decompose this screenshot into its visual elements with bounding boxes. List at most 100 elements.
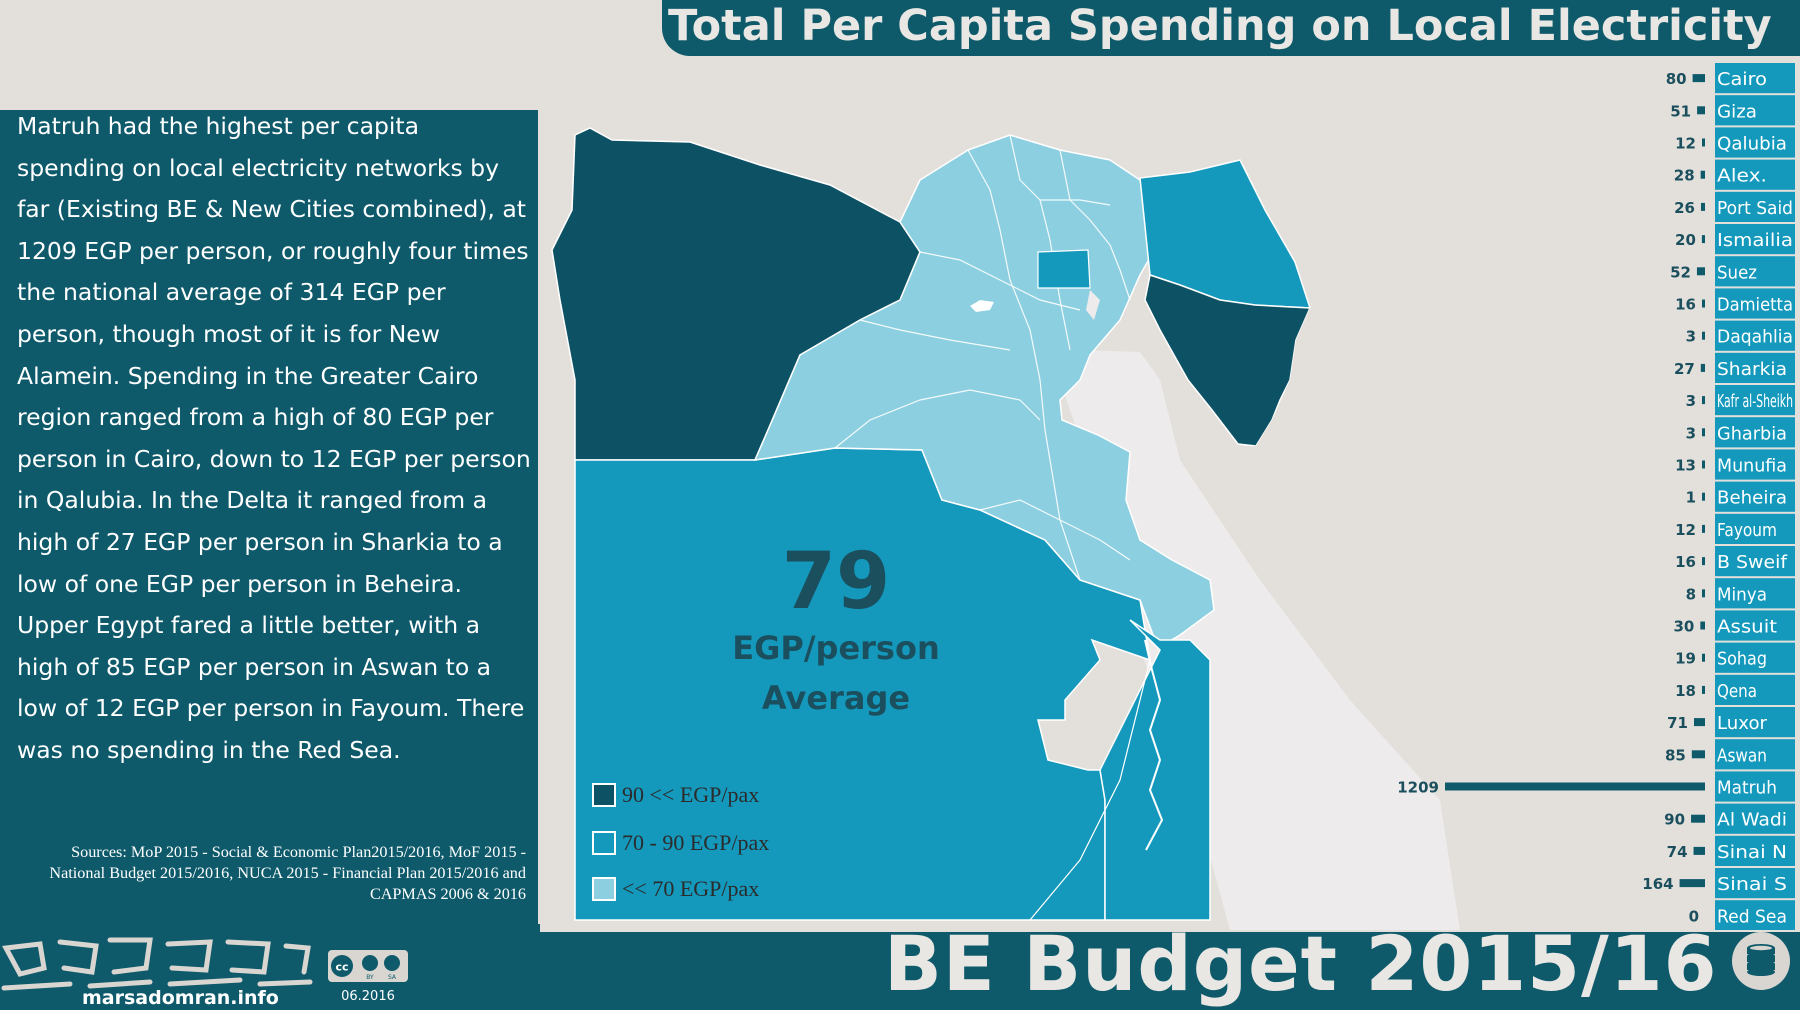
bar bbox=[1700, 363, 1705, 372]
value-label: 27 bbox=[1674, 360, 1695, 378]
value-label: 85 bbox=[1665, 746, 1686, 764]
site-link[interactable]: marsadomran.info bbox=[82, 987, 279, 1009]
description-panel bbox=[0, 110, 538, 924]
category-label-bg bbox=[1715, 674, 1795, 705]
bar bbox=[1702, 460, 1705, 469]
value-label: 26 bbox=[1674, 199, 1695, 217]
category-label: Beheira bbox=[1717, 488, 1787, 509]
category-label-bg bbox=[1715, 320, 1795, 351]
svg-text:SA: SA bbox=[388, 974, 397, 981]
legend-item-mid: 70 - 90 EGP/pax bbox=[592, 828, 769, 858]
value-label: 90 bbox=[1664, 811, 1685, 829]
bar bbox=[1702, 557, 1705, 566]
bar bbox=[1702, 428, 1705, 437]
bar bbox=[1702, 685, 1705, 694]
value-label: 51 bbox=[1670, 102, 1691, 120]
budget-title: BE Budget 2015/16 bbox=[884, 919, 1718, 1008]
category-label-bg bbox=[1715, 256, 1795, 287]
cc-license-icon: cc BY SA bbox=[328, 950, 408, 982]
bar bbox=[1700, 621, 1705, 630]
bar bbox=[1697, 106, 1705, 115]
region-sinai-s bbox=[1144, 274, 1312, 447]
average-unit: EGP/person bbox=[732, 629, 940, 667]
category-label: Giza bbox=[1717, 101, 1757, 122]
category-label: Suez bbox=[1717, 262, 1757, 283]
category-label: Qalubia bbox=[1717, 134, 1787, 155]
value-label: 3 bbox=[1686, 424, 1696, 442]
category-label-bg bbox=[1715, 642, 1795, 673]
value-label: 1209 bbox=[1397, 779, 1439, 797]
footer-band bbox=[540, 932, 1800, 1010]
bar bbox=[1702, 524, 1705, 533]
sources-text: Sources: MoP 2015 - Social & Economic Pl… bbox=[49, 843, 526, 903]
legend-swatch-high bbox=[592, 783, 616, 807]
category-label: Minya bbox=[1717, 584, 1767, 605]
category-label: Damietta bbox=[1717, 295, 1793, 316]
bar bbox=[1702, 138, 1705, 147]
egypt-map bbox=[551, 127, 1790, 930]
value-label: 16 bbox=[1675, 553, 1696, 571]
marsad-omran-logo-icon bbox=[0, 928, 315, 1010]
bar bbox=[1679, 879, 1705, 888]
bar bbox=[1693, 718, 1705, 727]
category-label-bg bbox=[1715, 127, 1795, 158]
category-label-bg bbox=[1715, 417, 1795, 448]
nile-river bbox=[1144, 639, 1164, 851]
category-label: Gharbia bbox=[1717, 423, 1787, 444]
legend-label-low: << 70 EGP/pax bbox=[622, 876, 760, 901]
coin-stack-icon bbox=[1732, 932, 1790, 990]
category-label-bg bbox=[1715, 900, 1795, 930]
category-label: Aswan bbox=[1717, 745, 1767, 766]
region-qalubia bbox=[1037, 249, 1091, 289]
bar bbox=[1696, 267, 1705, 276]
category-label-bg bbox=[1715, 513, 1795, 544]
category-label: Fayoum bbox=[1717, 520, 1777, 541]
category-label: Al Wadi bbox=[1717, 810, 1787, 831]
bar bbox=[1700, 170, 1705, 179]
title-band bbox=[662, 0, 1800, 56]
category-label: Assuit bbox=[1717, 617, 1777, 638]
bar bbox=[1701, 235, 1705, 244]
value-label: 19 bbox=[1675, 650, 1696, 668]
value-label: 71 bbox=[1667, 714, 1688, 732]
category-label-bg bbox=[1715, 868, 1795, 899]
category-label-bg bbox=[1715, 835, 1795, 866]
lake bbox=[1086, 290, 1100, 320]
red-sea-water bbox=[1060, 350, 1460, 930]
bar bbox=[1702, 396, 1705, 405]
category-label-bg bbox=[1715, 224, 1795, 255]
bar bbox=[1702, 589, 1705, 598]
category-label: Sinai S bbox=[1717, 874, 1787, 895]
page-title: Total Per Capita Spending on Local Elect… bbox=[668, 1, 1772, 51]
value-label: 28 bbox=[1674, 167, 1695, 185]
category-label: Daqahlia bbox=[1717, 327, 1793, 348]
value-label: 74 bbox=[1667, 843, 1688, 861]
value-label: 12 bbox=[1675, 135, 1696, 153]
category-label: Alex. bbox=[1717, 166, 1767, 187]
legend-label-mid: 70 - 90 EGP/pax bbox=[622, 830, 770, 855]
category-label: Kafr al-Sheikh bbox=[1717, 391, 1793, 412]
value-label: 12 bbox=[1675, 521, 1696, 539]
legend-item-low: << 70 EGP/pax bbox=[592, 874, 759, 904]
category-label-bg bbox=[1715, 610, 1795, 641]
bar bbox=[1693, 846, 1705, 855]
delta-borders bbox=[834, 134, 1131, 581]
bar bbox=[1691, 750, 1705, 759]
value-label: 0 bbox=[1689, 907, 1699, 925]
category-label-bg bbox=[1715, 63, 1795, 94]
bar bbox=[1702, 299, 1705, 308]
svg-text:BY: BY bbox=[366, 974, 374, 981]
value-label: 164 bbox=[1642, 875, 1673, 893]
legend-item-high: 90 << EGP/pax bbox=[592, 780, 759, 810]
value-label: 52 bbox=[1670, 263, 1691, 281]
category-label: Qena bbox=[1717, 681, 1757, 702]
category-label: Red Sea bbox=[1717, 906, 1787, 927]
category-label-bg bbox=[1715, 385, 1795, 416]
legend-label-high: 90 << EGP/pax bbox=[622, 782, 760, 807]
category-label-bg bbox=[1715, 771, 1795, 802]
legend-swatch-low bbox=[592, 877, 616, 901]
category-label-bg bbox=[1715, 739, 1795, 770]
category-label-bg bbox=[1715, 803, 1795, 834]
value-label: 18 bbox=[1675, 682, 1696, 700]
